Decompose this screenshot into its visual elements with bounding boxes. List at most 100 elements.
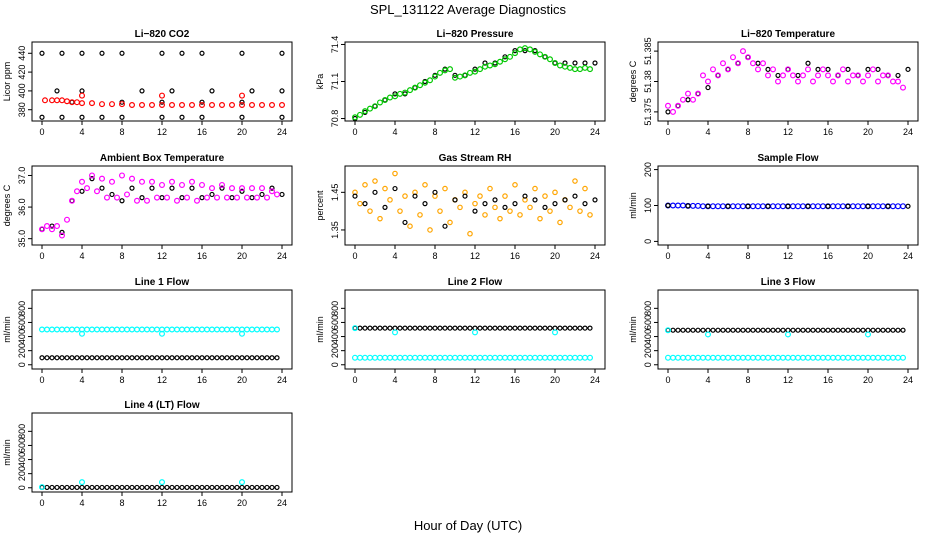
data-point bbox=[556, 62, 563, 69]
data-point bbox=[259, 484, 265, 491]
data-point bbox=[427, 354, 434, 361]
data-point bbox=[542, 204, 548, 210]
data-point bbox=[472, 68, 479, 75]
data-point bbox=[179, 102, 186, 109]
data-point bbox=[774, 203, 781, 210]
data-point bbox=[113, 194, 120, 201]
data-point bbox=[457, 354, 464, 361]
data-point bbox=[442, 325, 448, 331]
data-point bbox=[432, 354, 439, 361]
data-point bbox=[689, 202, 696, 209]
data-point bbox=[899, 354, 906, 361]
data-point bbox=[134, 326, 141, 333]
data-point bbox=[437, 325, 443, 331]
data-point bbox=[169, 185, 175, 191]
data-point bbox=[392, 354, 399, 361]
data-point bbox=[382, 97, 389, 104]
data-point bbox=[199, 326, 206, 333]
data-point bbox=[774, 354, 781, 361]
x-tick-label: 16 bbox=[510, 127, 520, 137]
data-point bbox=[447, 66, 454, 73]
data-point bbox=[582, 185, 588, 192]
data-point bbox=[800, 327, 806, 333]
data-point bbox=[43, 326, 50, 333]
data-point bbox=[219, 484, 225, 491]
data-point bbox=[189, 178, 196, 185]
data-point bbox=[119, 355, 125, 361]
data-point bbox=[78, 330, 85, 337]
data-point bbox=[123, 191, 130, 198]
data-point bbox=[875, 327, 881, 333]
data-point bbox=[239, 99, 245, 105]
x-tick-label: 20 bbox=[237, 251, 247, 261]
data-point bbox=[779, 72, 786, 79]
data-point bbox=[407, 325, 413, 331]
data-point bbox=[879, 354, 886, 361]
data-point bbox=[511, 50, 518, 57]
data-point bbox=[492, 204, 498, 211]
data-point bbox=[159, 355, 165, 361]
y-tick-label: 1.45 bbox=[330, 184, 340, 202]
data-point bbox=[209, 326, 216, 333]
data-point bbox=[819, 203, 826, 210]
data-point bbox=[58, 326, 65, 333]
data-point bbox=[264, 484, 270, 491]
x-tick-label: 24 bbox=[277, 127, 287, 137]
data-point bbox=[497, 325, 503, 331]
data-point bbox=[104, 355, 110, 361]
data-point bbox=[179, 50, 185, 56]
y-tick-label: 51.375 bbox=[643, 98, 653, 126]
data-point bbox=[377, 99, 384, 106]
data-point bbox=[372, 103, 379, 110]
data-point bbox=[447, 325, 453, 331]
y-axis-label: kPa bbox=[315, 74, 325, 90]
data-point bbox=[99, 355, 105, 361]
series-upper bbox=[665, 327, 906, 333]
y-tick-label: 200 bbox=[17, 466, 27, 481]
data-point bbox=[799, 354, 806, 361]
series-lower bbox=[352, 325, 593, 361]
series-upper bbox=[352, 325, 593, 331]
x-tick-label: 16 bbox=[510, 375, 520, 385]
data-point bbox=[794, 203, 801, 210]
data-point bbox=[789, 203, 796, 210]
data-point bbox=[472, 208, 478, 214]
data-point bbox=[184, 326, 191, 333]
data-point bbox=[694, 90, 701, 97]
data-point bbox=[452, 325, 458, 331]
x-tick-label: 24 bbox=[903, 127, 913, 137]
data-point bbox=[144, 484, 150, 491]
data-point bbox=[164, 484, 170, 491]
data-point bbox=[884, 354, 891, 361]
y-tick-label: 100 bbox=[643, 198, 653, 213]
x-tick-label: 8 bbox=[745, 375, 750, 385]
data-point bbox=[204, 355, 210, 361]
data-point bbox=[541, 354, 548, 361]
data-point bbox=[68, 326, 75, 333]
data-point bbox=[387, 325, 393, 331]
data-point bbox=[749, 354, 756, 361]
data-point bbox=[54, 484, 60, 491]
data-point bbox=[194, 484, 200, 491]
data-point bbox=[254, 484, 260, 491]
data-point bbox=[447, 219, 453, 226]
data-point bbox=[507, 325, 513, 331]
data-point bbox=[249, 484, 255, 491]
data-point bbox=[417, 212, 423, 218]
data-point bbox=[577, 325, 583, 331]
data-point bbox=[805, 203, 811, 209]
y-tick-label: 0 bbox=[643, 239, 653, 244]
data-point bbox=[244, 484, 250, 491]
data-point bbox=[269, 326, 276, 333]
data-point bbox=[437, 208, 443, 214]
data-point bbox=[124, 355, 130, 361]
data-point bbox=[714, 354, 721, 361]
panel-title: Li−820 Temperature bbox=[741, 29, 835, 40]
x-tick-label: 4 bbox=[392, 127, 397, 137]
data-point bbox=[759, 60, 766, 67]
x-tick-label: 24 bbox=[903, 251, 913, 261]
x-tick-label: 4 bbox=[705, 127, 710, 137]
data-point bbox=[567, 204, 573, 211]
data-point bbox=[674, 354, 681, 361]
data-point bbox=[492, 197, 498, 203]
